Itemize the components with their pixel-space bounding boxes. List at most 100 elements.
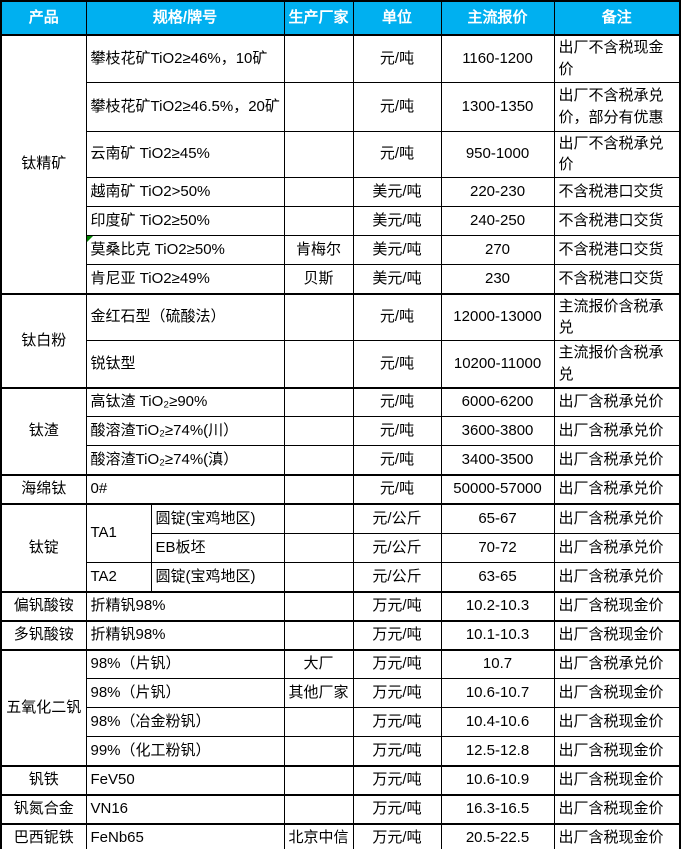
- spec-cell: 越南矿 TiO2>50%: [85, 177, 285, 207]
- price-cell: 20.5-22.5: [440, 822, 555, 849]
- price-cell: 270: [440, 235, 555, 265]
- unit-cell: 美元/吨: [352, 235, 442, 265]
- table-row: 海绵钛 0# 元/吨 50000-57000 出厂含税承兑价: [0, 473, 681, 504]
- note-cell: 出厂含税现金价: [553, 678, 681, 708]
- price-cell: 10.4-10.6: [440, 707, 555, 737]
- spec-cell: FeV50: [85, 764, 285, 795]
- table-row: 钒氮合金 VN16 万元/吨 16.3-16.5 出厂含税现金价: [0, 793, 681, 824]
- manufacturer-cell: 肯梅尔: [283, 235, 354, 265]
- table-row: 肯尼亚 TiO2≥49% 贝斯 美元/吨 230 不含税港口交货: [1, 264, 681, 294]
- form-cell: 圆锭(宝鸡地区): [150, 562, 285, 592]
- product-cell: 钛精矿: [0, 34, 87, 294]
- table-row: 越南矿 TiO2>50% 美元/吨 220-230 不含税港口交货: [1, 177, 681, 207]
- table-row: 锐钛型 元/吨 10200-11000 主流报价含税承兑: [1, 340, 681, 388]
- price-cell: 3400-3500: [440, 445, 555, 475]
- note-cell: 出厂含税承兑价: [553, 416, 681, 446]
- unit-cell: 万元/吨: [352, 822, 442, 849]
- spec-cell: 攀枝花矿TiO2≥46%，10矿: [85, 34, 285, 83]
- manufacturer-cell: [283, 292, 354, 341]
- note-cell: 出厂含税承兑价: [553, 648, 681, 679]
- unit-cell: 元/吨: [352, 130, 442, 178]
- product-cell: 偏钒酸铵: [0, 590, 87, 621]
- product-cell: 钛白粉: [0, 292, 87, 388]
- unit-cell: 万元/吨: [352, 707, 442, 737]
- product-cell: 多钒酸铵: [0, 619, 87, 650]
- unit-cell: 元/吨: [352, 416, 442, 446]
- price-cell: 240-250: [440, 206, 555, 236]
- price-cell: 6000-6200: [440, 386, 555, 417]
- table-row: 98%（片钒） 其他厂家 万元/吨 10.6-10.7 出厂含税现金价: [1, 678, 681, 708]
- unit-cell: 美元/吨: [352, 177, 442, 207]
- price-cell: 1160-1200: [440, 34, 555, 83]
- unit-cell: 元/公斤: [352, 562, 442, 592]
- table-row: TA2 圆锭(宝鸡地区) 元/公斤 63-65 出厂含税承兑价: [1, 562, 681, 592]
- table-row: 钛白粉 金红石型（硫酸法） 元/吨 12000-13000 主流报价含税承兑: [0, 292, 681, 388]
- note-cell: 出厂不含税现金价: [553, 34, 681, 83]
- note-cell: 出厂含税承兑价: [553, 562, 681, 592]
- product-cell: 钛锭: [0, 502, 87, 592]
- price-cell: 63-65: [440, 562, 555, 592]
- grade-cell: TA2: [85, 562, 152, 592]
- unit-cell: 万元/吨: [352, 648, 442, 679]
- price-cell: 10.2-10.3: [440, 590, 555, 621]
- product-cell: 钒氮合金: [0, 793, 87, 824]
- spec-cell: 酸溶渣TiO₂≥74%(滇）: [85, 445, 285, 475]
- note-cell: 出厂不含税承兑价: [553, 130, 681, 178]
- price-cell: 10.1-10.3: [440, 619, 555, 650]
- manufacturer-cell: [283, 177, 354, 207]
- spec-text: 莫桑比克 TiO2≥50%: [90, 241, 225, 259]
- manufacturer-cell: 北京中信: [283, 822, 354, 849]
- manufacturer-cell: [283, 206, 354, 236]
- price-cell: 70-72: [440, 533, 555, 563]
- price-cell: 65-67: [440, 502, 555, 534]
- price-cell: 50000-57000: [440, 473, 555, 504]
- product-cell: 五氧化二钒: [0, 648, 87, 766]
- spec-cell: 98%（片钒）: [85, 648, 285, 679]
- price-cell: 3600-3800: [440, 416, 555, 446]
- table-row: 钒铁 FeV50 万元/吨 10.6-10.9 出厂含税现金价: [0, 764, 681, 795]
- manufacturer-cell: [283, 502, 354, 534]
- unit-cell: 元/公斤: [352, 502, 442, 534]
- note-cell: 出厂含税承兑价: [553, 502, 681, 534]
- table-row: 莫桑比克 TiO2≥50% 肯梅尔 美元/吨 270 不含税港口交货: [1, 235, 681, 265]
- table-row: 多钒酸铵 折精钒98% 万元/吨 10.1-10.3 出厂含税现金价: [0, 619, 681, 650]
- unit-cell: 元/吨: [352, 81, 442, 132]
- spec-cell: 云南矿 TiO2≥45%: [85, 130, 285, 178]
- table-row: 99%（化工粉钒） 万元/吨 12.5-12.8 出厂含税现金价: [1, 736, 681, 766]
- price-cell: 10.6-10.7: [440, 678, 555, 708]
- note-cell: 不含税港口交货: [553, 206, 681, 236]
- note-cell: 不含税港口交货: [553, 235, 681, 265]
- table-row: 钛精矿 攀枝花矿TiO2≥46%，10矿 元/吨 1160-1200 出厂不含税…: [0, 34, 681, 294]
- unit-cell: 万元/吨: [352, 678, 442, 708]
- table-row: 钛锭 TA1 圆锭(宝鸡地区) 元/公斤 65-67 出厂含税承兑价: [0, 502, 681, 592]
- unit-cell: 万元/吨: [352, 590, 442, 621]
- table-row: 攀枝花矿TiO2≥46.5%，20矿 元/吨 1300-1350 出厂不含税承兑…: [1, 81, 681, 132]
- table-row: 五氧化二钒 98%（片钒） 大厂 万元/吨 10.7 出厂含税承兑价: [0, 648, 681, 766]
- spec-cell: 莫桑比克 TiO2≥50%: [85, 235, 285, 265]
- spec-cell: 0#: [85, 473, 285, 504]
- spec-cell: 98%（冶金粉钒）: [85, 707, 285, 737]
- table-row: 钛渣 高钛渣 TiO₂≥90% 元/吨 6000-6200 出厂含税承兑价: [0, 386, 681, 475]
- spec-cell: 印度矿 TiO2≥50%: [85, 206, 285, 236]
- grade-cell: TA1: [85, 502, 152, 563]
- spec-cell: 折精钒98%: [85, 619, 285, 650]
- table-row: 云南矿 TiO2≥45% 元/吨 950-1000 出厂不含税承兑价: [1, 130, 681, 178]
- col-header-price: 主流报价: [440, 0, 555, 36]
- manufacturer-cell: [283, 619, 354, 650]
- spec-cell: 98%（片钒）: [85, 678, 285, 708]
- price-cell: 950-1000: [440, 130, 555, 178]
- unit-cell: 万元/吨: [352, 764, 442, 795]
- col-header-product: 产品: [0, 0, 87, 36]
- price-cell: 10.6-10.9: [440, 764, 555, 795]
- note-cell: 出厂含税现金价: [553, 707, 681, 737]
- unit-cell: 元/公斤: [352, 533, 442, 563]
- product-cell: 钛渣: [0, 386, 87, 475]
- manufacturer-cell: [283, 416, 354, 446]
- note-cell: 主流报价含税承兑: [553, 292, 681, 341]
- manufacturer-cell: 大厂: [283, 648, 354, 679]
- table-row: 偏钒酸铵 折精钒98% 万元/吨 10.2-10.3 出厂含税现金价: [0, 590, 681, 621]
- price-cell: 1300-1350: [440, 81, 555, 132]
- unit-cell: 美元/吨: [352, 264, 442, 294]
